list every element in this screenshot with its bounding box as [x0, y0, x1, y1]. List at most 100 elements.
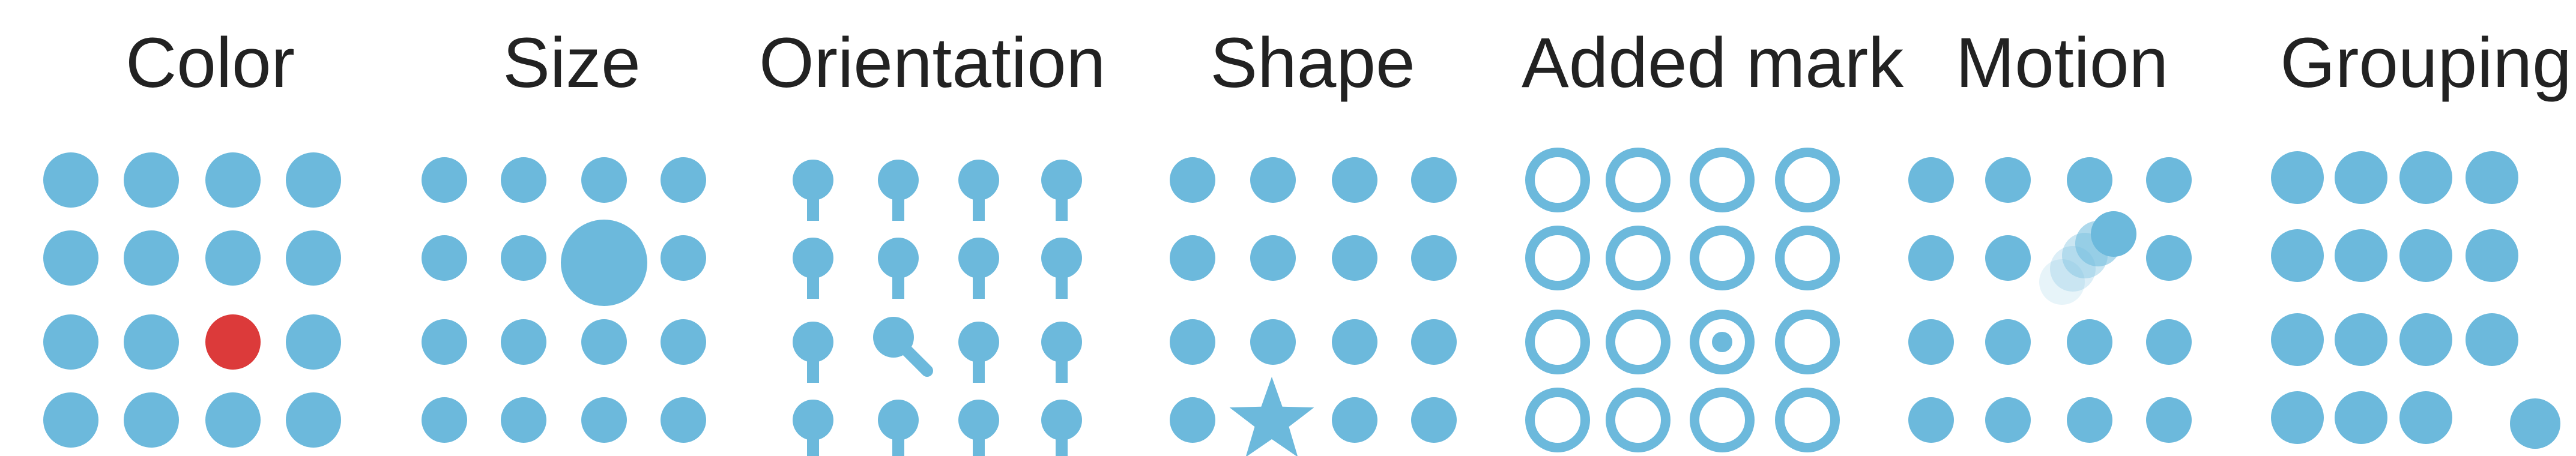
dot — [43, 314, 98, 370]
dot — [286, 152, 341, 208]
rotated-pin-head — [873, 317, 914, 358]
dot — [43, 152, 98, 208]
dot — [2271, 229, 2324, 282]
dot — [2335, 151, 2387, 204]
dot — [1250, 157, 1296, 203]
dot — [2399, 151, 2452, 204]
dot — [501, 397, 546, 443]
dot — [286, 230, 341, 286]
dot — [661, 397, 706, 443]
dot — [1332, 157, 1377, 203]
dot — [501, 319, 546, 365]
dot — [661, 157, 706, 203]
panel-title-grouping: Grouping — [2280, 23, 2572, 103]
ring — [1606, 388, 1670, 452]
dot — [43, 230, 98, 286]
dot — [2271, 391, 2324, 444]
panel-shape — [1170, 157, 1457, 456]
dot — [2271, 151, 2324, 204]
dot — [661, 235, 706, 281]
dot — [1908, 319, 1954, 365]
ring — [1690, 226, 1755, 290]
dot — [2399, 229, 2452, 282]
dot — [422, 235, 467, 281]
dot — [581, 157, 627, 203]
dot — [286, 392, 341, 448]
dot — [1332, 319, 1377, 365]
dot — [1170, 157, 1215, 203]
dot — [501, 157, 546, 203]
pin-head — [958, 322, 999, 362]
motion-trail — [2039, 259, 2085, 305]
pin-head — [878, 238, 919, 278]
panel-title-color: Color — [125, 23, 295, 103]
dot — [501, 235, 546, 281]
ring — [1690, 310, 1755, 374]
dot — [1411, 397, 1457, 443]
ring — [1690, 388, 1755, 452]
dot — [2335, 391, 2387, 444]
dot — [1411, 235, 1457, 281]
dot — [2466, 229, 2518, 282]
highlighted-dot — [205, 314, 261, 370]
ring — [1525, 388, 1590, 452]
dot — [1908, 235, 1954, 281]
dot — [2146, 235, 2192, 281]
separated-dot — [2510, 398, 2560, 449]
ring — [1606, 310, 1670, 374]
pin-head — [1041, 400, 1082, 440]
dot — [1170, 235, 1215, 281]
ring — [1606, 226, 1670, 290]
moving-dot — [2091, 211, 2136, 257]
pin-head — [793, 160, 833, 200]
pin-head — [878, 160, 919, 200]
dot — [2146, 157, 2192, 203]
ring — [1775, 388, 1840, 452]
panel-grouping — [2271, 151, 2560, 449]
dot — [2067, 397, 2112, 443]
dot — [2466, 151, 2518, 204]
pin-head — [878, 400, 919, 440]
dot — [581, 397, 627, 443]
large-dot — [561, 220, 647, 306]
pin-head — [1041, 322, 1082, 362]
dot — [2146, 319, 2192, 365]
dot — [422, 397, 467, 443]
panel-title-size: Size — [503, 23, 641, 103]
dot — [1411, 319, 1457, 365]
dot — [124, 230, 179, 286]
dot — [1250, 235, 1296, 281]
pin-head — [793, 400, 833, 440]
panel-added-mark — [1525, 148, 1840, 452]
dot — [1332, 397, 1377, 443]
dot — [2271, 313, 2324, 366]
dot — [205, 152, 261, 208]
dot — [1908, 157, 1954, 203]
dot — [43, 392, 98, 448]
pin-head — [1041, 160, 1082, 200]
pin-head — [1041, 238, 1082, 278]
dot — [124, 152, 179, 208]
panel-color — [43, 152, 341, 448]
panel-orientation — [793, 160, 1082, 456]
dot — [2399, 313, 2452, 366]
dot — [1332, 235, 1377, 281]
dot — [422, 157, 467, 203]
dot — [1411, 157, 1457, 203]
dot — [205, 230, 261, 286]
panel-title-shape: Shape — [1210, 23, 1415, 103]
dot — [2335, 313, 2387, 366]
panel-motion — [1908, 157, 2192, 443]
pin-head — [793, 322, 833, 362]
dot — [581, 319, 627, 365]
dot — [2067, 319, 2112, 365]
dot — [1250, 319, 1296, 365]
ring — [1775, 226, 1840, 290]
pin-head — [958, 238, 999, 278]
dot — [422, 319, 467, 365]
ring — [1775, 148, 1840, 212]
dot — [2067, 157, 2112, 203]
dot — [2466, 313, 2518, 366]
dot — [2146, 397, 2192, 443]
